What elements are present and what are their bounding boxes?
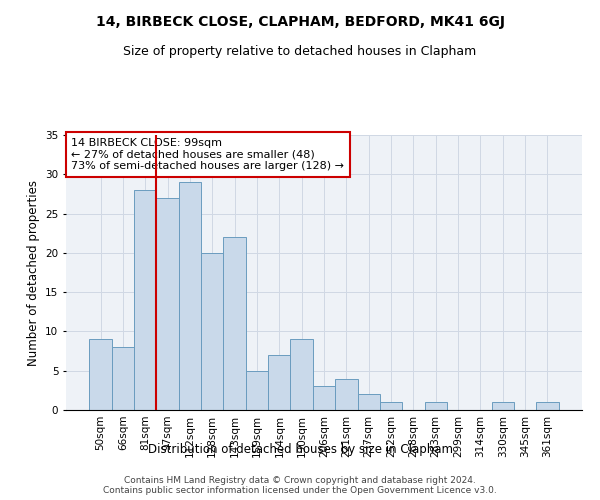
Bar — [179, 182, 201, 410]
Text: Distribution of detached houses by size in Clapham: Distribution of detached houses by size … — [148, 442, 452, 456]
Bar — [425, 402, 447, 410]
Bar — [201, 253, 223, 410]
Bar — [134, 190, 157, 410]
Bar — [290, 340, 313, 410]
Bar — [89, 340, 112, 410]
Bar — [246, 370, 268, 410]
Bar — [268, 355, 290, 410]
Bar — [313, 386, 335, 410]
Bar — [536, 402, 559, 410]
Y-axis label: Number of detached properties: Number of detached properties — [26, 180, 40, 366]
Text: 14 BIRBECK CLOSE: 99sqm
← 27% of detached houses are smaller (48)
73% of semi-de: 14 BIRBECK CLOSE: 99sqm ← 27% of detache… — [71, 138, 344, 171]
Bar — [380, 402, 402, 410]
Bar — [157, 198, 179, 410]
Bar — [335, 378, 358, 410]
Text: Size of property relative to detached houses in Clapham: Size of property relative to detached ho… — [124, 45, 476, 58]
Bar — [358, 394, 380, 410]
Text: Contains HM Land Registry data © Crown copyright and database right 2024.
Contai: Contains HM Land Registry data © Crown c… — [103, 476, 497, 495]
Bar — [112, 347, 134, 410]
Bar — [491, 402, 514, 410]
Text: 14, BIRBECK CLOSE, CLAPHAM, BEDFORD, MK41 6GJ: 14, BIRBECK CLOSE, CLAPHAM, BEDFORD, MK4… — [95, 15, 505, 29]
Bar — [223, 237, 246, 410]
